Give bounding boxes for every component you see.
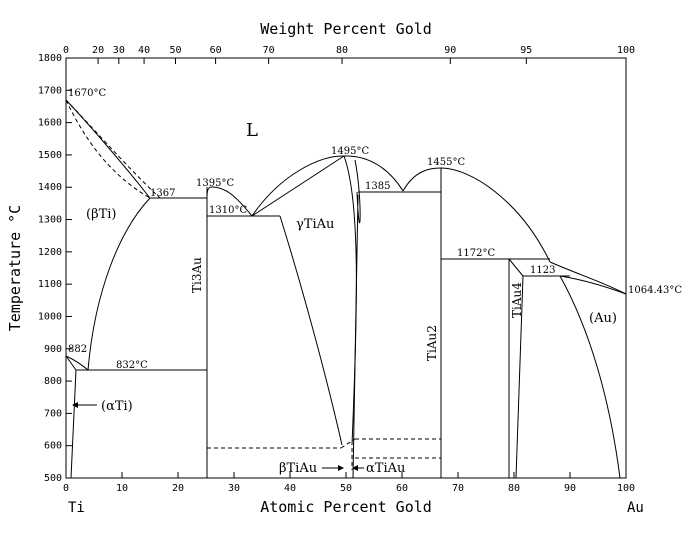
label-alpha-ti: (αTi) [101,399,133,414]
label-1495: 1495°C [331,146,369,157]
phase-boundaries [65,99,627,479]
arrow-alpha-tiau-head [352,465,358,471]
left-tick-label: 600 [44,441,62,452]
liquidus-to-1495 [251,155,345,217]
bottom-tick-label: 0 [63,483,69,494]
left-tick-label: 1400 [38,182,62,193]
top-axis-title: Weight Percent Gold [260,20,432,38]
left-tick-label: 1500 [38,150,62,161]
label-alpha-tiau: αTiAu [366,461,405,476]
top-tick-label: 60 [210,45,222,56]
left-axis-title: Temperature °C [6,205,24,331]
top-tick-label: 70 [263,45,275,56]
left-tick-label: 900 [44,344,62,355]
label-au-phase: (Au) [589,311,617,326]
alpha-ti-upper [65,355,89,371]
top-axis-ticks: 0 20 30 40 50 60 70 80 90 95 100 [63,45,635,64]
alpha-ti-solvus [70,369,77,479]
top-tick-label: 30 [113,45,125,56]
label-1385: 1385 [365,181,390,192]
label-1172: 1172°C [457,248,495,259]
left-tick-label: 1300 [38,215,62,226]
bottom-tick-label: 60 [396,483,408,494]
bottom-tick-label: 20 [172,483,184,494]
gamma-tiau-left [251,155,345,217]
top-tick-label: 0 [63,45,69,56]
left-tick-label: 1000 [38,311,62,322]
label-1670: 1670°C [68,88,106,99]
tiau4-top [508,258,524,277]
label-1310: 1310°C [209,205,247,216]
label-gamma-tiau: γTiAu [296,217,334,232]
label-tiau4: TiAu4 [510,282,524,318]
label-tiau2: TiAu2 [425,325,439,361]
left-tick-label: 500 [44,473,62,484]
dashed-bump [340,438,356,449]
bottom-tick-label: 10 [116,483,128,494]
bottom-tick-label: 40 [284,483,296,494]
label-beta-ti: (βTi) [86,207,117,222]
arrow-beta-tiau-head [338,465,344,471]
left-tick-label: 1100 [38,279,62,290]
bottom-tick-label: 70 [452,483,464,494]
top-tick-label: 50 [169,45,181,56]
label-beta-tiau: βTiAu [279,461,317,476]
bottom-tick-label: 30 [228,483,240,494]
bottom-axis-ticks: 0 10 20 30 40 50 60 70 80 90 100 [63,472,635,494]
left-element-label: Ti [68,500,85,516]
top-tick-label: 100 [617,45,635,56]
bottom-tick-label: 100 [617,483,635,494]
bottom-tick-label: 50 [340,483,352,494]
left-axis-ticks: 1800 1700 1600 1500 1400 1300 1200 1100 1000 900 8… [38,53,72,484]
label-1123: 1123 [530,265,555,276]
label-1395: 1395°C [196,178,234,189]
top-tick-label: 95 [520,45,532,56]
gamma-tiau-left-solvus [279,215,343,446]
top-tick-label: 90 [444,45,456,56]
liquidus-au-side [549,261,627,295]
right-element-label: Au [627,500,644,516]
dashed-liquidus-lower [65,99,151,199]
tiau4-right [515,275,524,479]
alpha-ti-boundary [65,355,77,371]
beta-ti-solvus [87,197,151,371]
dashed-liquidus-upper [65,99,161,199]
ti3au-liquidus-top [211,186,253,217]
label-832: 832°C [116,360,148,371]
au-solvus [559,275,621,479]
tiau2-liquidus [402,167,551,263]
left-tick-label: 1800 [38,53,62,64]
top-tick-label: 20 [92,45,104,56]
arrows [72,402,364,471]
solidus-au-side [559,275,627,295]
bottom-tick-label: 90 [564,483,576,494]
top-tick-label: 80 [336,45,348,56]
annotations: L 1670°C 1367 1395°C 1310°C 1495°C 1385 … [68,88,682,476]
liquidus-ti-side [65,99,151,199]
left-tick-label: 800 [44,376,62,387]
left-tick-label: 1200 [38,247,62,258]
left-tick-label: 1600 [38,118,62,129]
bottom-tick-label: 80 [508,483,520,494]
label-liquid: L [246,120,258,141]
top-tick-label: 40 [138,45,150,56]
label-1455: 1455°C [427,157,465,168]
left-tick-label: 700 [44,408,62,419]
arrow-alpha-ti-head [72,402,78,408]
gamma-tiau-right-lower [352,159,361,479]
liquidus-1495-1385 [343,155,404,192]
bottom-axis-title: Atomic Percent Gold [260,498,432,516]
label-1064: 1064.43°C [628,285,682,296]
label-ti3au: Ti3Au [190,257,204,293]
left-tick-label: 1700 [38,85,62,96]
label-1367: 1367 [150,188,175,199]
label-882: 882 [68,344,87,355]
